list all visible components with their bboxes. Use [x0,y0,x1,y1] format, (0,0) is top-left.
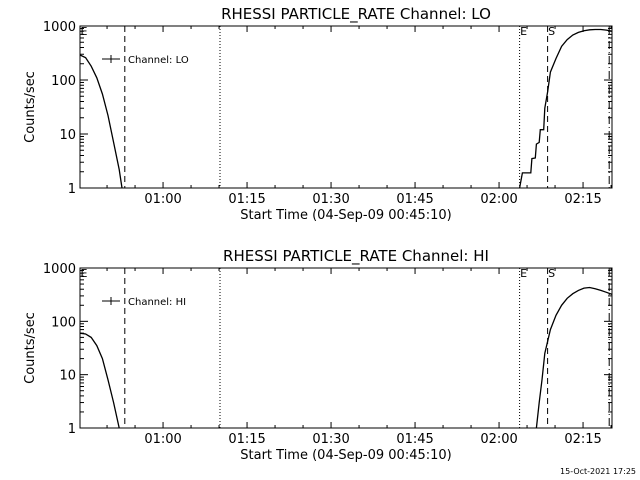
x-tick-label: 02:00 [480,192,517,207]
lo-channel-panel: RHESSI PARTICLE_RATE Channel: LO Start Ti… [23,5,613,223]
y-tick-label: 1000 [43,20,76,35]
legend-label: Channel: HI [128,297,186,308]
y-tick-label: 1000 [43,262,76,277]
x-tick-label: 01:30 [312,192,349,207]
footer-timestamp: 15-Oct-2021 17:25 [560,467,636,476]
x-tick-label: 01:15 [228,432,265,447]
series-line [535,286,613,429]
y-axis-label: Counts/sec [23,71,38,143]
marker-label: E [520,267,527,280]
y-tick-label: 10 [59,128,76,143]
x-tick-label: 01:00 [144,192,181,207]
plot-frame [79,267,613,429]
plot-frame [79,25,613,189]
x-tick-label: 01:00 [144,432,181,447]
series-line [79,332,120,429]
x-tick-label: 02:15 [564,192,601,207]
marker-label: E [81,25,88,38]
x-tick-label: 02:00 [480,432,517,447]
marker-label: S [548,25,555,38]
marker-label: E [81,267,88,280]
series-line [518,28,613,189]
hi-channel-panel: RHESSI PARTICLE_RATE Channel: HI Start Ti… [23,247,613,463]
chart-title: RHESSI PARTICLE_RATE Channel: LO [221,5,491,24]
x-tick-label: 01:45 [396,192,433,207]
x-axis-label: Start Time (04-Sep-09 00:45:10) [240,208,451,223]
legend-label: Channel: LO [128,55,189,66]
series-line [79,54,123,189]
y-tick-label: 1 [68,182,76,197]
y-axis-label: Counts/sec [23,312,38,384]
x-tick-label: 02:15 [564,432,601,447]
x-tick-label: 01:30 [312,432,349,447]
marker-label: S [548,267,555,280]
y-tick-label: 10 [59,369,76,384]
marker-label: E [520,25,527,38]
y-tick-label: 100 [51,315,76,330]
x-axis-label: Start Time (04-Sep-09 00:45:10) [240,448,451,463]
chart-title: RHESSI PARTICLE_RATE Channel: HI [223,247,489,266]
x-tick-label: 01:15 [228,192,265,207]
x-tick-label: 01:45 [396,432,433,447]
y-tick-label: 1 [68,422,76,437]
y-tick-label: 100 [51,74,76,89]
